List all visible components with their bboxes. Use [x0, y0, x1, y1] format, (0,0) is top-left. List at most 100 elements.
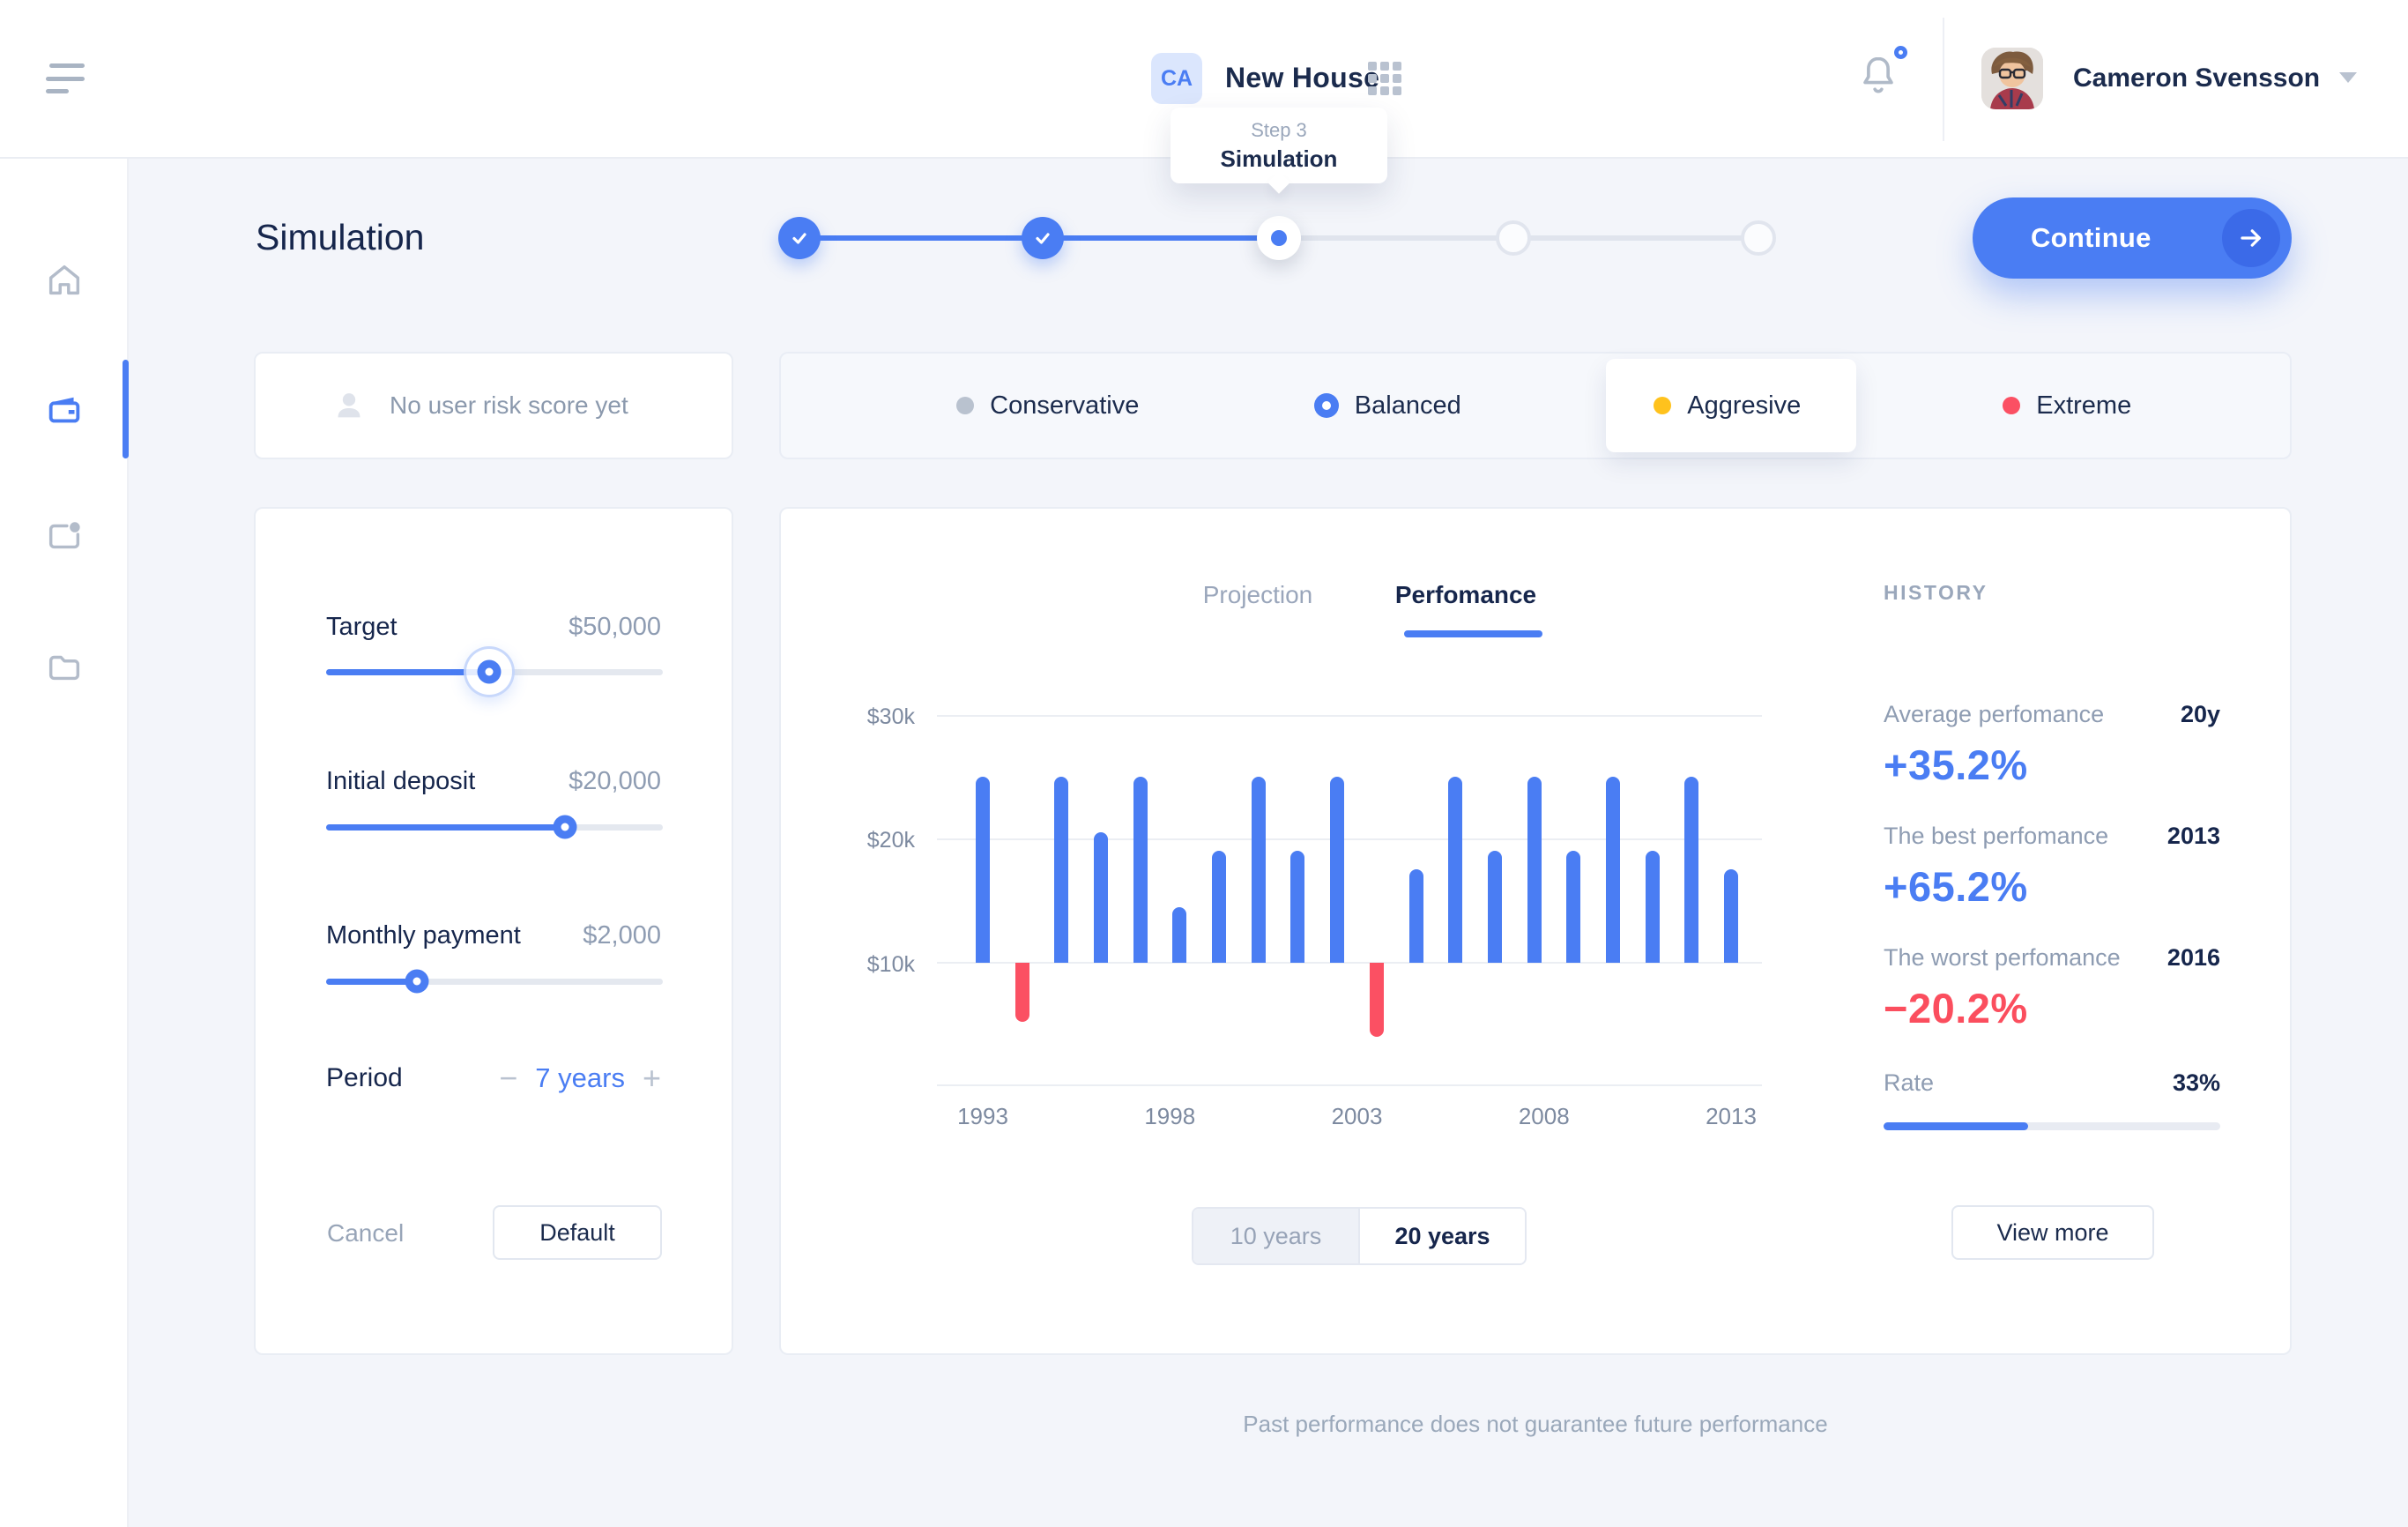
range-20-years[interactable]: 20 years — [1360, 1209, 1525, 1263]
bar-1999 — [1212, 851, 1227, 963]
risk-option-highlight-card — [1606, 359, 1856, 452]
gridline-20k — [937, 838, 1762, 840]
deposit-row: Initial deposit $20,000 — [326, 767, 661, 796]
history-value: −20.2% — [1884, 985, 2028, 1032]
history-meta: 20y — [2180, 701, 2220, 727]
default-button[interactable]: Default — [493, 1205, 662, 1260]
unread-dot — [1894, 46, 1907, 59]
risk-option-extreme[interactable]: Extreme — [1898, 354, 2238, 458]
home-icon — [48, 264, 80, 295]
target-slider[interactable] — [326, 646, 663, 697]
step-tooltip: Step 3 Simulation — [1171, 108, 1387, 194]
target-slider-fill — [326, 669, 490, 675]
y-tick-20k: $20k — [866, 828, 915, 853]
aggresive-dot-icon — [1654, 397, 1672, 414]
cancel-link[interactable]: Cancel — [327, 1219, 405, 1247]
step-5-upcoming[interactable] — [1741, 220, 1776, 256]
active-tab-underline — [1404, 630, 1542, 637]
menu-icon[interactable] — [46, 63, 85, 93]
tooltip-step-name: Simulation — [1220, 145, 1338, 172]
history-rate-row: Rate 33% — [1884, 1069, 2220, 1097]
user-name: Cameron Svensson — [2073, 63, 2321, 93]
check-icon — [1036, 233, 1050, 244]
arrow-right-icon — [2222, 209, 2280, 267]
conservative-dot-icon — [956, 397, 975, 414]
step-1-done[interactable] — [778, 217, 821, 259]
tooltip-step-label: Step 3 — [1251, 118, 1307, 141]
header-divider — [1943, 18, 1944, 141]
sidebar-item-portfolio-active[interactable] — [44, 390, 85, 430]
gridline-0 — [937, 1084, 1762, 1086]
apps-grid-icon[interactable] — [1368, 62, 1403, 97]
risk-option-conservative[interactable]: Conservative — [878, 354, 1218, 458]
period-decrease-button[interactable]: − — [499, 1060, 518, 1096]
gridline-30k — [937, 715, 1762, 717]
history-label: Average perfomance — [1884, 701, 2105, 727]
bar-2005 — [1448, 777, 1463, 963]
continue-button[interactable]: Continue — [1973, 197, 2292, 279]
sidebar-item-home[interactable] — [44, 260, 85, 301]
target-row: Target $50,000 — [326, 613, 661, 642]
rate-value: 33% — [2172, 1069, 2220, 1096]
bar-1995 — [1054, 777, 1069, 963]
history-average: Average perfomance 20y +35.2% — [1884, 701, 2220, 789]
step-4-upcoming[interactable] — [1496, 220, 1531, 256]
period-value: 7 years — [535, 1062, 625, 1093]
deposit-slider[interactable] — [326, 815, 663, 839]
period-increase-button[interactable]: + — [642, 1060, 661, 1096]
bar-2011 — [1684, 777, 1699, 963]
bar-1998 — [1172, 906, 1187, 963]
x-tick-1998: 1998 — [1144, 1103, 1196, 1129]
performance-disclaimer: Past performance does not guarantee futu… — [1243, 1411, 1828, 1437]
sidebar-item-reports[interactable] — [44, 516, 85, 556]
continue-label: Continue — [2031, 222, 2152, 253]
range-10-years[interactable]: 10 years — [1193, 1209, 1360, 1263]
tab-projection[interactable]: Projection — [1202, 581, 1313, 608]
check-icon — [792, 233, 806, 244]
page-title: Simulation — [256, 217, 425, 257]
gridline-10k — [937, 962, 1762, 964]
monthly-slider[interactable] — [326, 969, 663, 994]
user-menu-caret-icon[interactable] — [2339, 72, 2357, 83]
monthly-slider-handle[interactable] — [405, 969, 429, 994]
period-row: Period − 7 years + — [326, 1062, 661, 1094]
risk-empty-note: No user risk score yet — [390, 391, 628, 419]
view-more-button[interactable]: View more — [1951, 1205, 2154, 1260]
bell-icon — [1863, 56, 1893, 93]
avatar-photo — [1981, 48, 2043, 109]
deposit-label: Initial deposit — [326, 767, 476, 795]
deposit-slider-handle[interactable] — [553, 815, 577, 839]
sidebar-nav — [0, 159, 129, 1527]
document-badge-icon — [48, 522, 80, 549]
bar-1997 — [1133, 777, 1148, 963]
step-3-current[interactable] — [1257, 216, 1301, 260]
step-2-done[interactable] — [1022, 217, 1064, 259]
range-toggle: 10 years 20 years — [1192, 1207, 1527, 1265]
deposit-slider-fill — [326, 824, 566, 831]
tab-performance[interactable]: Perfomance — [1394, 581, 1537, 608]
bar-2001 — [1290, 851, 1305, 963]
risk-option-label: Balanced — [1354, 391, 1461, 420]
risk-option-balanced[interactable]: Balanced — [1218, 354, 1558, 458]
bar-2009 — [1605, 777, 1620, 963]
rate-progress-bar — [1884, 1122, 2220, 1130]
performance-card: Projection Perfomance HISTORY $30k $20k … — [779, 507, 2292, 1355]
history-value: +35.2% — [1884, 741, 2028, 788]
bar-2010 — [1645, 851, 1660, 963]
y-tick-30k: $30k — [866, 704, 915, 729]
project-initials-badge: CA — [1151, 53, 1202, 104]
bar-2008 — [1566, 851, 1581, 963]
notifications-button[interactable] — [1858, 46, 1913, 115]
period-label: Period — [326, 1063, 403, 1092]
user-avatar[interactable] — [1981, 48, 2043, 109]
bar-2002 — [1330, 777, 1345, 963]
target-value: $50,000 — [569, 613, 661, 641]
risk-option-aggresive[interactable]: Aggresive — [1557, 354, 1898, 458]
sidebar-item-files[interactable] — [44, 647, 85, 688]
balanced-radio-selected-icon — [1313, 393, 1339, 418]
history-heading: HISTORY — [1884, 581, 1988, 604]
history-label: The best perfomance — [1884, 823, 2109, 849]
target-slider-handle[interactable] — [477, 659, 502, 684]
history-best: The best perfomance 2013 +65.2% — [1884, 823, 2220, 911]
